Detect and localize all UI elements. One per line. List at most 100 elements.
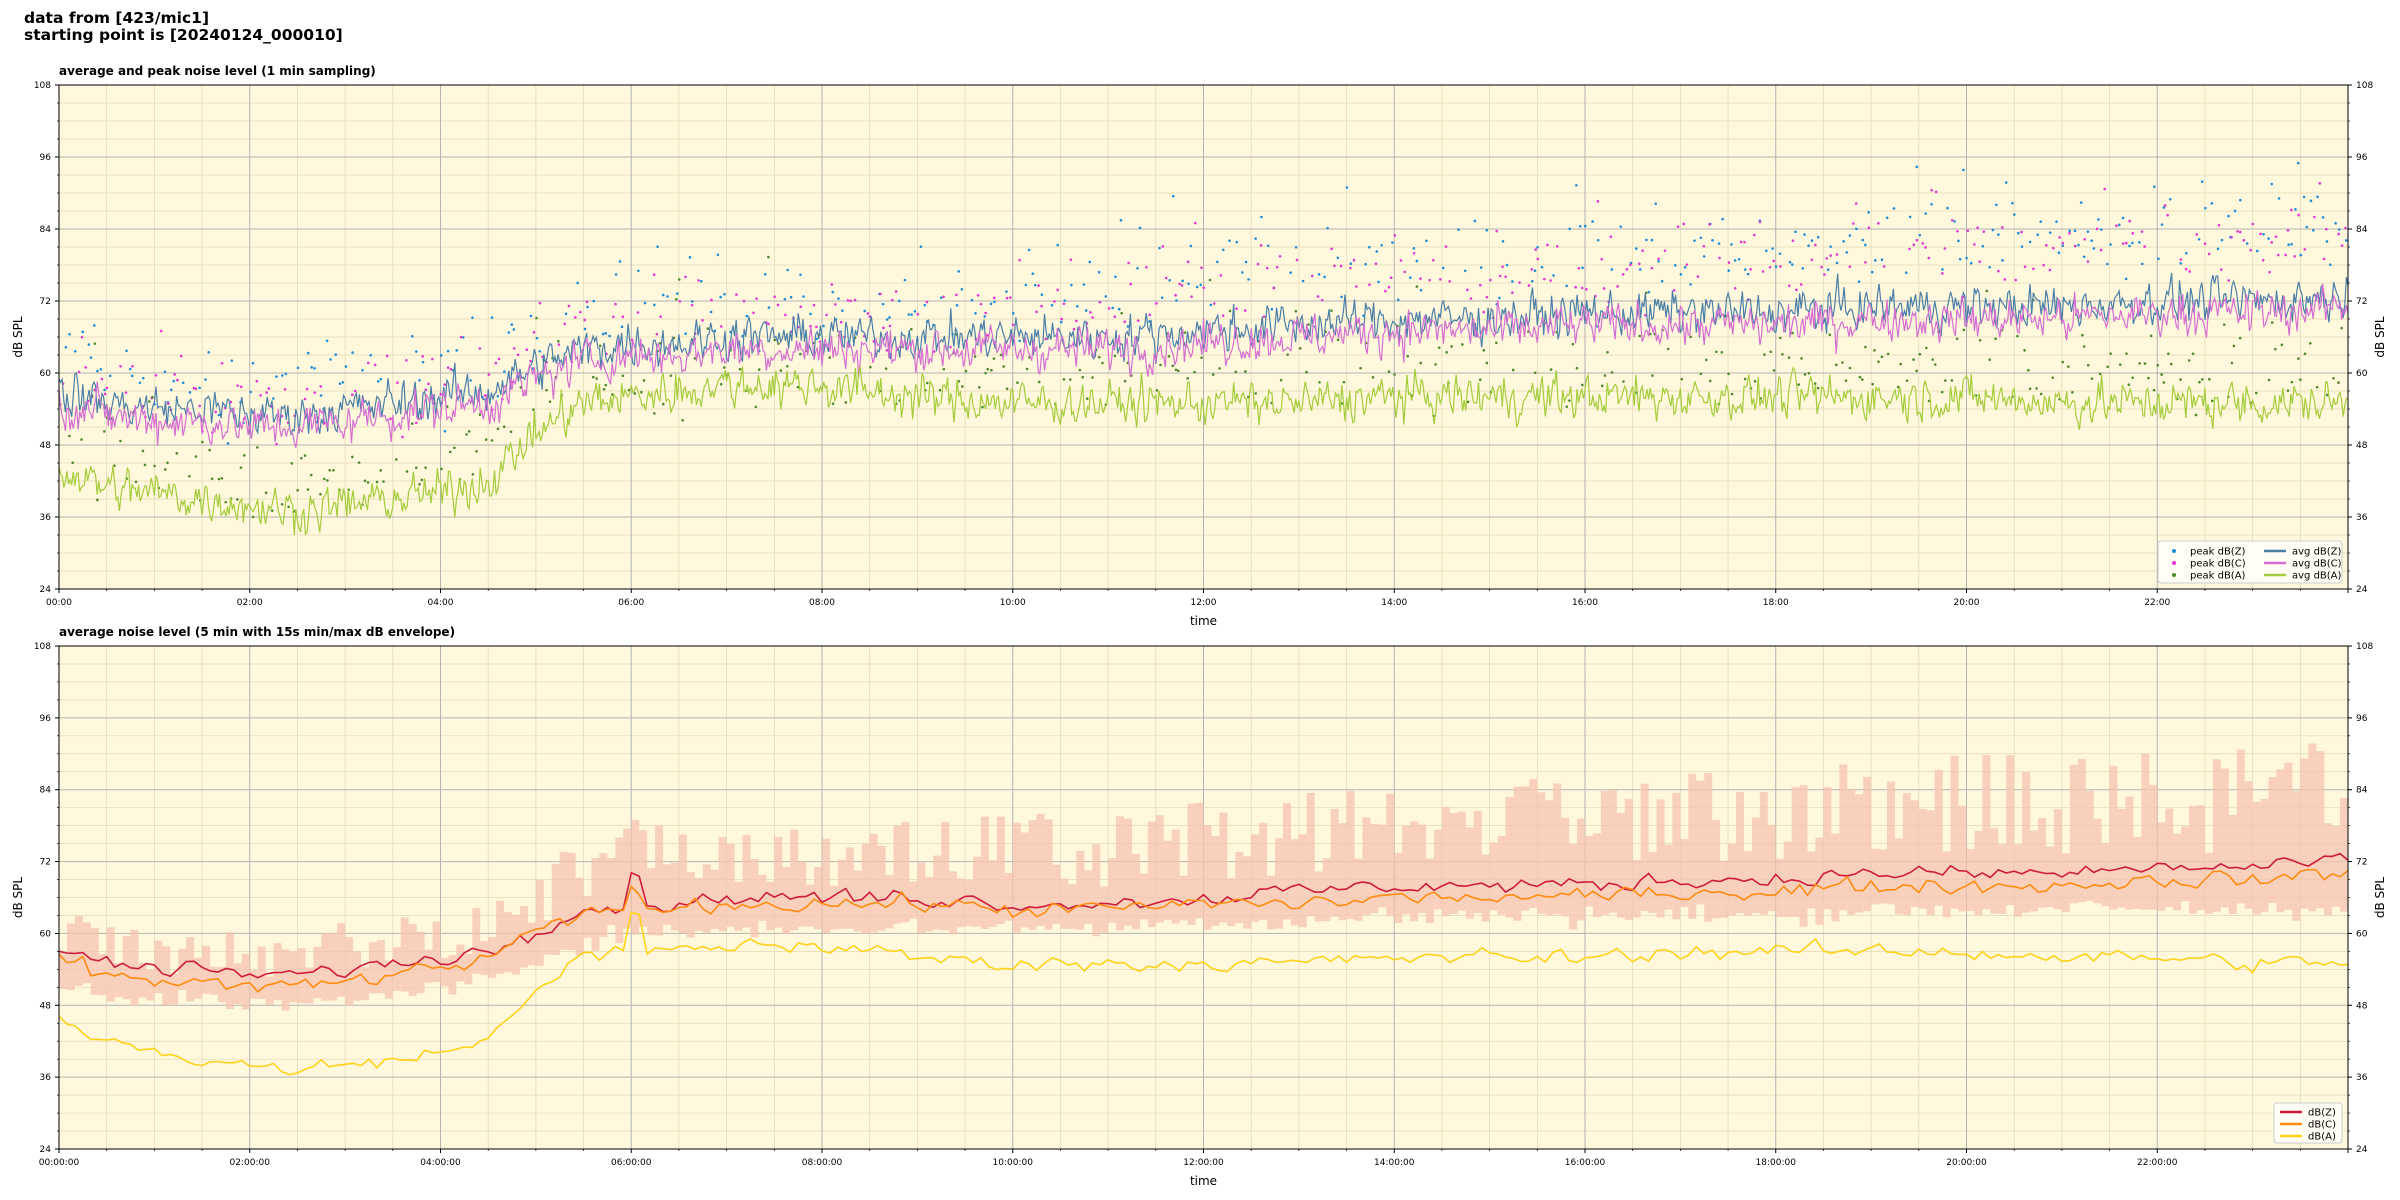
peak-point (2138, 362, 2141, 365)
peak-point (1921, 242, 1925, 245)
peak-point (1820, 265, 1823, 269)
x-tick-label: 10:00:00 (993, 1158, 1034, 1168)
envelope-segment (583, 895, 592, 938)
envelope-segment (1433, 829, 1442, 910)
peak-point (601, 332, 605, 336)
y-tick-label-right: 48 (2356, 1001, 2368, 1011)
peak-point (620, 325, 624, 329)
peak-point (1040, 304, 1043, 308)
envelope-segment (1179, 875, 1188, 921)
legend-label: avg dB(Z) (2292, 547, 2342, 558)
envelope-segment (1712, 819, 1721, 919)
peak-point (1761, 270, 1765, 273)
peak-point (640, 390, 643, 394)
envelope-segment (718, 836, 727, 932)
peak-point (431, 357, 434, 361)
peak-point (1498, 296, 1501, 300)
envelope-segment (1577, 818, 1585, 921)
peak-point (633, 392, 637, 395)
peak-point (236, 384, 240, 387)
peak-point (1800, 357, 1803, 360)
peak-point (709, 310, 713, 314)
peak-point (2057, 251, 2061, 254)
peak-point (636, 311, 640, 314)
envelope-segment (82, 922, 91, 984)
envelope-segment (1807, 851, 1816, 909)
peak-point (1171, 364, 1175, 368)
envelope-segment (210, 966, 218, 995)
envelope-segment (1592, 833, 1601, 917)
envelope-segment (1934, 769, 1943, 906)
envelope-segment (2308, 743, 2317, 912)
peak-point (2293, 255, 2296, 258)
peak-point (2124, 241, 2128, 245)
peak-point (1946, 206, 1949, 210)
peak-point (475, 449, 478, 453)
envelope-segment (1815, 837, 1824, 925)
peak-point (494, 361, 498, 365)
peak-point (510, 323, 514, 326)
peak-point (1097, 355, 1101, 359)
envelope-segment (1036, 813, 1045, 926)
envelope-segment (329, 933, 338, 1001)
envelope-segment (1457, 811, 1466, 911)
peak-point (1976, 226, 1979, 230)
peak-point (220, 361, 224, 365)
peak-point (305, 387, 309, 391)
peak-point (2328, 263, 2332, 266)
peak-point (2140, 262, 2144, 266)
peak-point (2149, 334, 2153, 338)
peak-point (1053, 300, 1056, 303)
peak-point (1958, 257, 1962, 261)
peak-point (516, 353, 520, 357)
envelope-segment (1950, 755, 1959, 909)
envelope-segment (917, 862, 926, 933)
peak-point (389, 417, 392, 421)
peak-point (2143, 245, 2146, 248)
x-tick-label: 16:00:00 (1565, 1158, 1606, 1168)
peak-point (1689, 335, 1692, 339)
peak-point (1672, 289, 1676, 292)
envelope-segment (1910, 800, 1919, 907)
envelope-segment (1473, 811, 1482, 913)
peak-point (1031, 272, 1035, 276)
peak-point (2163, 204, 2167, 207)
peak-point (141, 376, 145, 380)
peak-point (863, 309, 866, 313)
peak-point (2162, 381, 2166, 384)
y-tick-label: 60 (40, 929, 52, 939)
peak-point (1126, 325, 1130, 328)
peak-point (1915, 238, 1919, 242)
peak-point (1339, 264, 1343, 268)
peak-point (2268, 270, 2271, 274)
peak-point (545, 388, 548, 392)
envelope-segment (1227, 878, 1236, 927)
peak-point (1159, 363, 1162, 367)
peak-point (1591, 220, 1594, 223)
peak-point (1270, 307, 1274, 311)
peak-point (1693, 239, 1696, 242)
peak-point (799, 352, 802, 356)
peak-point (483, 394, 487, 397)
peak-point (916, 312, 920, 316)
peak-point (1727, 372, 1730, 376)
peak-point (1943, 379, 1947, 382)
peak-point (1673, 264, 1677, 267)
peak-point (1774, 265, 1778, 268)
peak-point (2238, 230, 2242, 234)
peak-point (1841, 361, 1844, 364)
envelope-segment (1513, 786, 1522, 921)
peak-point (1758, 220, 1762, 224)
envelope-segment (1672, 792, 1681, 920)
peak-point (2188, 270, 2191, 273)
peak-point (1200, 266, 1203, 269)
peak-point (1730, 392, 1734, 396)
peak-point (2230, 361, 2234, 365)
peak-point (439, 392, 443, 396)
peak-point (2179, 258, 2183, 261)
peak-point (2055, 220, 2058, 223)
peak-point (1305, 370, 1308, 374)
peak-point (2222, 323, 2226, 326)
peak-point (1295, 258, 1299, 262)
peak-point (366, 481, 370, 484)
